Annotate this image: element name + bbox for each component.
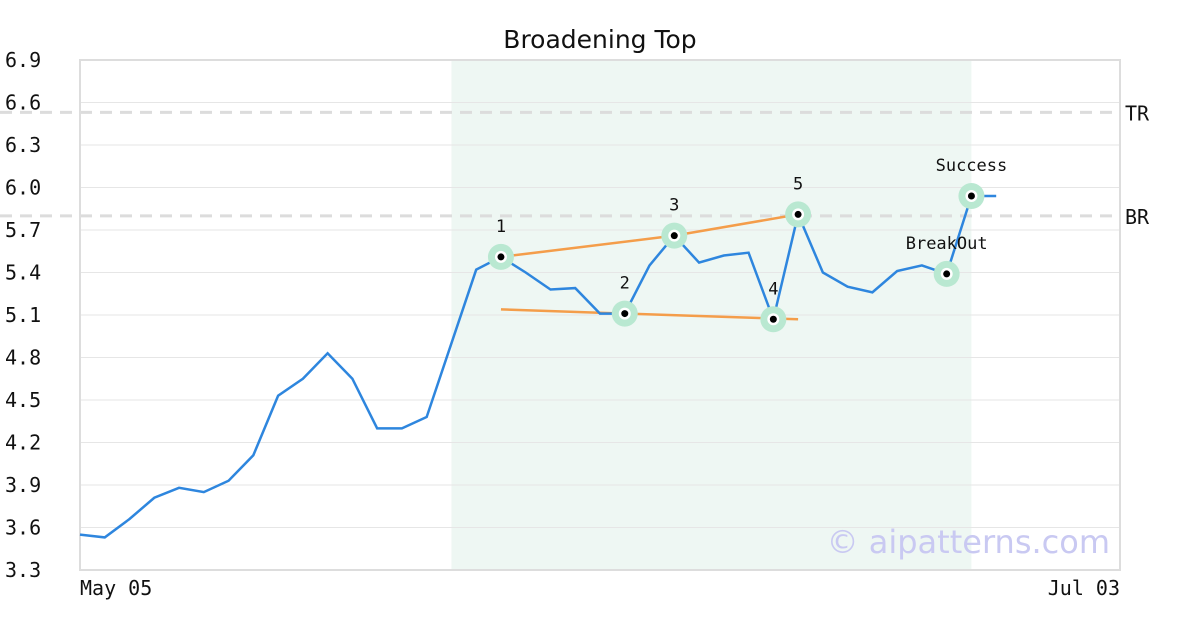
x-axis-tick-labels: May 05 Jul 03: [80, 576, 1120, 600]
marker-label: 1: [496, 217, 506, 237]
y-tick-label: 5.7: [5, 218, 41, 242]
level-label: BR: [1125, 205, 1150, 229]
marker-dot: [794, 210, 802, 218]
marker-dot: [621, 310, 629, 318]
marker-dot: [967, 192, 975, 200]
y-tick-label: 6.0: [5, 176, 41, 200]
y-tick-label: 3.9: [5, 473, 41, 497]
y-tick-label: 6.9: [5, 48, 41, 72]
y-axis-tick-labels: 3.3 3.6 3.9 4.2 4.5 4.8 5.1 5.4 5.7 6.0 6.3 6.6 6.9: [5, 48, 41, 582]
x-tick-label: May 05: [80, 576, 152, 600]
chart-title: Broadening Top: [503, 25, 696, 54]
y-tick-label: 6.3: [5, 133, 41, 157]
y-tick-label: 3.3: [5, 558, 41, 582]
marker-label: 3: [669, 196, 679, 216]
watermark: © aipatterns.com: [827, 523, 1110, 561]
y-tick-label: 5.1: [5, 303, 41, 327]
marker-dot: [670, 232, 678, 240]
plot-frame: [79, 59, 1121, 571]
grid-lines: [80, 59, 1120, 571]
marker-dot: [769, 315, 777, 323]
x-tick-label: Jul 03: [1048, 576, 1120, 600]
y-tick-label: 4.5: [5, 388, 41, 412]
y-tick-label: 4.2: [5, 431, 41, 455]
y-tick-label: 4.8: [5, 346, 41, 370]
marker-label: 4: [768, 279, 778, 299]
y-tick-label: 5.4: [5, 261, 41, 285]
pattern-markers: 1 2 3 4 5 BreakOut Success: [487, 156, 1008, 333]
marker-label: 2: [620, 274, 630, 294]
level-label: TR: [1125, 101, 1150, 125]
marker-label: BreakOut: [906, 234, 988, 254]
marker-dot: [943, 270, 951, 278]
marker-label: 5: [793, 174, 803, 194]
level-lines: TR BR: [0, 101, 1150, 229]
marker-dot: [497, 253, 505, 261]
price-line: [79, 194, 997, 539]
y-tick-label: 3.6: [5, 516, 41, 540]
y-tick-label: 6.6: [5, 91, 41, 115]
marker-label: Success: [936, 156, 1008, 176]
